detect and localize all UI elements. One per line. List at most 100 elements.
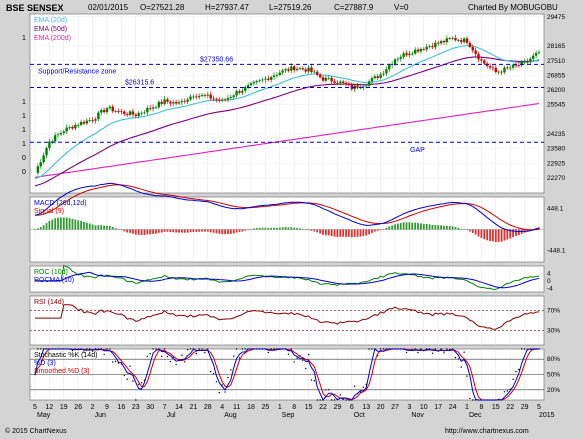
stochastic-k-point [267, 351, 269, 354]
candle-body [154, 107, 158, 109]
macd-histogram-bar [440, 225, 442, 230]
stochastic-k-point [40, 348, 42, 350]
candle-body [295, 68, 299, 71]
candle-body [258, 80, 261, 82]
candle-body [261, 79, 264, 81]
stochastic-k-point [333, 399, 336, 401]
stochastic-k-point [431, 352, 434, 354]
macd-histogram-bar [54, 218, 57, 230]
candle-body [284, 69, 287, 71]
candle-body [53, 135, 57, 142]
stochastic-k-point [224, 391, 226, 393]
macd-histogram-bar [123, 229, 126, 232]
stochastic-k-point [186, 348, 189, 351]
stochastic-k-point [302, 359, 304, 361]
candle-body [206, 94, 209, 96]
macd-histogram-bar [51, 219, 54, 230]
macd-histogram-bar [437, 225, 440, 230]
stochastic-k-point [506, 390, 509, 392]
macd-histogram-bar [500, 229, 503, 242]
macd-histogram-bar [244, 229, 247, 231]
x-tick-label: 28 [204, 404, 212, 411]
macd-histogram-bar [330, 229, 333, 237]
macd-histogram-bar [152, 229, 154, 234]
macd-histogram-bar [345, 229, 347, 237]
macd-histogram-bar [376, 229, 379, 231]
source-url: http://www.chartnexus.com [445, 428, 529, 435]
candle-body [511, 64, 515, 68]
candle-body [509, 67, 512, 69]
candle-body [137, 113, 140, 117]
stochastic-k-point [175, 363, 177, 366]
candle-body [195, 96, 198, 98]
candle-body [439, 41, 443, 44]
x-tick-label: 17 [434, 404, 442, 411]
x-tick-label: 4 [220, 404, 224, 411]
candle-body [448, 38, 451, 40]
candle-body [333, 81, 336, 84]
candle-body [399, 57, 402, 59]
candle-body [385, 69, 388, 74]
candle-body [344, 82, 348, 85]
candle-body [434, 42, 437, 48]
candle-body [232, 95, 235, 98]
price-y-tick: 22925 [547, 160, 565, 167]
candle-body [468, 42, 472, 48]
candle-body [419, 48, 423, 52]
macd-histogram-bar [77, 220, 80, 230]
x-tick-label: 19 [60, 404, 68, 411]
stochastic-k-point [218, 391, 221, 394]
macd-histogram-bar [183, 229, 186, 233]
candle-body [169, 101, 172, 104]
candle-body [379, 74, 382, 78]
roc-y-tick: -4 [547, 285, 553, 292]
stochastic-k-point [146, 355, 149, 358]
macd-histogram-bar [399, 222, 402, 230]
macd-y-tick: 448.1 [547, 206, 564, 213]
macd-histogram-bar [394, 224, 396, 230]
macd-histogram-bar [365, 229, 368, 236]
macd-histogram-bar [62, 217, 65, 230]
candle-body [94, 119, 97, 121]
candle-body [393, 59, 397, 65]
candle-body [324, 77, 328, 81]
macd-histogram-bar [512, 229, 514, 238]
candle-body [140, 112, 143, 114]
stochastic-legend-entry: Smoothed %D (3) [34, 368, 90, 375]
candle-body [252, 82, 256, 84]
macd-histogram-bar [408, 222, 411, 230]
macd-histogram-bar [477, 229, 480, 237]
macd-histogram-bar [36, 228, 39, 230]
stochastic-d-line [34, 348, 539, 401]
candle-body [117, 111, 120, 112]
candle-body [177, 102, 181, 104]
x-tick-label: 1 [278, 404, 282, 411]
macd-histogram-bar [241, 229, 244, 232]
macd-histogram-bar [336, 229, 339, 237]
stochastic-k-point [215, 381, 218, 383]
candle-body [102, 110, 106, 113]
candle-body [192, 96, 195, 98]
stochastic-legend-entry: %D (3) [34, 360, 56, 367]
macd-histogram-bar [238, 229, 241, 233]
candle-body [365, 85, 368, 87]
stochastic-k-point [503, 391, 506, 393]
candle-body [125, 113, 129, 115]
candle-body [488, 66, 492, 68]
candle-body [390, 64, 394, 66]
macd-histogram-bar [515, 229, 517, 237]
stochastic-k-point [201, 348, 203, 350]
candle-body [301, 68, 305, 70]
stochastic-k-point [230, 369, 232, 371]
x-tick-label: 7 [163, 404, 167, 411]
macd-histogram-bar [287, 227, 290, 230]
macd-histogram-bar [327, 229, 330, 236]
price-y-tick: 29475 [547, 14, 565, 21]
macd-histogram-bar [198, 229, 201, 232]
candle-body [402, 53, 405, 58]
stochastic-y-tick: 80% [547, 356, 560, 363]
macd-histogram-bar [215, 229, 218, 234]
macd-histogram-bar [324, 229, 327, 236]
x-tick-label: 23 [132, 404, 140, 411]
candle-body [56, 134, 60, 136]
